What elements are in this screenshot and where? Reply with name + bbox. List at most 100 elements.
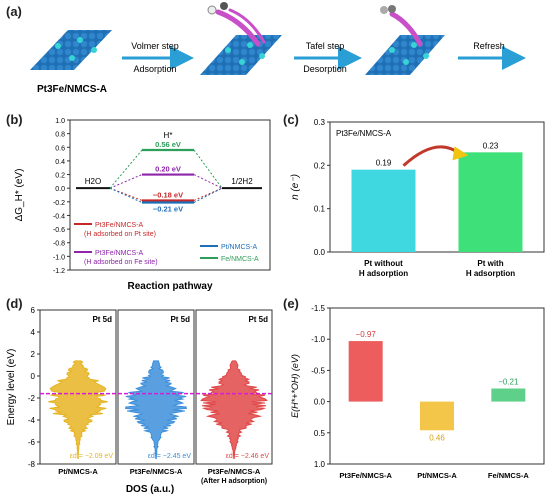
legend-label: Pt/NMCS-A (221, 244, 258, 251)
category-label: Pt with (477, 259, 503, 268)
chart-b: 1.0 0.8 0.6 0.4 0.2 0.0 -0.2 -0.4 -0.6 -0.8 -1.0 -1… (14, 118, 271, 292)
y-tick-label: -0.5 (311, 366, 325, 375)
category-label: H adsorption (466, 269, 515, 278)
bar-value-label: −0.21 (498, 377, 519, 386)
chart-d: 6 4 2 0 -2 -4 -6 -8 Energy level (eV) DOS (a.u.) P… (6, 306, 273, 495)
subplot-label: Pt/NMCS-A (58, 467, 98, 476)
bar-value-label: 0.46 (429, 433, 445, 442)
trend-arrow (402, 145, 462, 167)
legend-label: Fe/NMCS-A (221, 256, 259, 263)
panel-d-tag: (d) (6, 296, 23, 311)
y-tick-label: -1.5 (311, 304, 325, 313)
series-value-label: −0.18 eV (153, 190, 183, 199)
dos-area (200, 360, 268, 459)
legend-sublabel: (H adsorbed on Pt site) (84, 231, 156, 238)
bar (351, 169, 416, 252)
catalyst-slab-3 (365, 5, 445, 75)
bar (348, 341, 383, 402)
y-tick-label: -8 (28, 460, 36, 469)
subplot-tag: Pt 5d (170, 315, 190, 324)
bar-value-label: −0.97 (356, 330, 377, 339)
series-connector-out (193, 187, 223, 203)
subplot-tag: Pt 5d (92, 315, 112, 324)
series-value-label: 0.20 eV (155, 165, 181, 174)
subplot-frame (39, 309, 117, 465)
y-axis-label: ΔG_H* (eV) (14, 169, 25, 222)
y-tick-label: 0.5 (314, 429, 326, 438)
chart-e: -1.5 -1.0 -0.5 0.0 0.5 1.0 E(H*+*OH) (eV) −0.97… (290, 304, 545, 480)
y-tick-label: -0.8 (53, 241, 65, 248)
trend-arrowhead (452, 146, 469, 161)
panel-a-schematic: Volmer step Adsorption Tafel step Desorp… (30, 2, 526, 95)
series-connector-out (193, 174, 223, 189)
series-connector-in (109, 149, 143, 189)
y-axis-label: E(H*+*OH) (eV) (290, 354, 300, 418)
panel-c-tag: (c) (283, 112, 299, 127)
step3-line1: Refresh (473, 41, 505, 51)
y-tick-label: 0.6 (55, 145, 65, 152)
bar (491, 388, 526, 402)
y-tick-label: 0.0 (314, 248, 326, 257)
legend-sublabel: (H adsorbed on Fe site) (84, 259, 158, 266)
step1-line1: Volmer step (131, 41, 179, 51)
bar (420, 401, 454, 431)
subplot-frame (195, 309, 273, 465)
y-tick-label: 2 (31, 350, 36, 359)
catalyst-slab-2 (200, 2, 282, 75)
legend-label: Pt3Fe/NMCS-A (95, 222, 144, 229)
catalyst-slab-1 (30, 30, 112, 70)
step2-line2: Desorption (303, 64, 347, 74)
category-label: H adsorption (359, 269, 408, 278)
y-tick-label: 0.2 (314, 161, 326, 170)
category-label: Fe/NMCS-A (488, 471, 529, 480)
y-tick-label: -1.2 (53, 268, 65, 275)
hydrogen-atom (207, 5, 217, 15)
y-tick-label: -0.6 (53, 227, 65, 234)
plot-frame (329, 121, 545, 253)
y-tick-label: 0.8 (55, 132, 65, 139)
state-h2o-label: H2O (85, 177, 101, 186)
subplot-label: Pt3Fe/NMCS-A (208, 467, 261, 476)
y-tick-label: -1.0 (53, 254, 65, 261)
y-tick-label: 0.2 (55, 173, 65, 180)
y-tick-label: -6 (28, 438, 36, 447)
y-tick-label: -1.0 (311, 335, 325, 344)
step1-line2: Adsorption (133, 64, 176, 74)
y-tick-label: 0.0 (314, 398, 326, 407)
dos-area (124, 360, 188, 459)
legend-label: Pt3Fe/NMCS-A (95, 250, 144, 257)
category-label: Pt without (364, 259, 403, 268)
subplot-frame (117, 309, 195, 465)
y-tick-label: 6 (31, 306, 36, 315)
catalyst-label: Pt3Fe/NMCS-A (37, 84, 107, 95)
step2-line1: Tafel step (306, 41, 345, 51)
y-tick-label: -2 (28, 394, 36, 403)
y-tick-label: -4 (28, 416, 36, 425)
y-tick-label: 0.1 (314, 205, 326, 214)
y-axis-label: n (e⁻) (290, 174, 301, 200)
series-connector-out (193, 187, 223, 201)
bar-value-label: 0.23 (483, 141, 499, 150)
y-tick-label: 0.4 (55, 159, 65, 166)
series-connector-in (109, 174, 143, 189)
subplot-tag: Pt 5d (248, 315, 268, 324)
chart-c: 0.0 0.1 0.2 0.3 n (e⁻) Pt3Fe/NMCS-A 0.19 Pt wit… (290, 118, 545, 278)
series-value-label: −0.21 eV (153, 205, 183, 214)
y-tick-label: 0.0 (55, 186, 65, 193)
ligand-chain (215, 9, 261, 47)
y-tick-label: -0.2 (53, 200, 65, 207)
subplot-sublabel: (After H adsorption) (201, 478, 267, 485)
state-h2-label: 1/2H2 (231, 177, 253, 186)
d-band-center-label: εd = −2.46 eV (226, 453, 270, 460)
y-tick-label: 0.3 (314, 118, 326, 127)
y-tick-label: 1.0 (314, 460, 326, 469)
series-connector-out (193, 149, 223, 189)
state-hstar-label: H* (164, 131, 173, 140)
y-tick-label: -0.4 (53, 213, 65, 220)
dos-area (48, 360, 108, 459)
plot-frame (69, 119, 271, 271)
y-axis-label: Energy level (eV) (6, 349, 17, 426)
x-axis-label: Reaction pathway (127, 281, 212, 292)
series-value-label: 0.56 eV (155, 140, 181, 149)
y-tick-label: 1.0 (55, 118, 65, 125)
